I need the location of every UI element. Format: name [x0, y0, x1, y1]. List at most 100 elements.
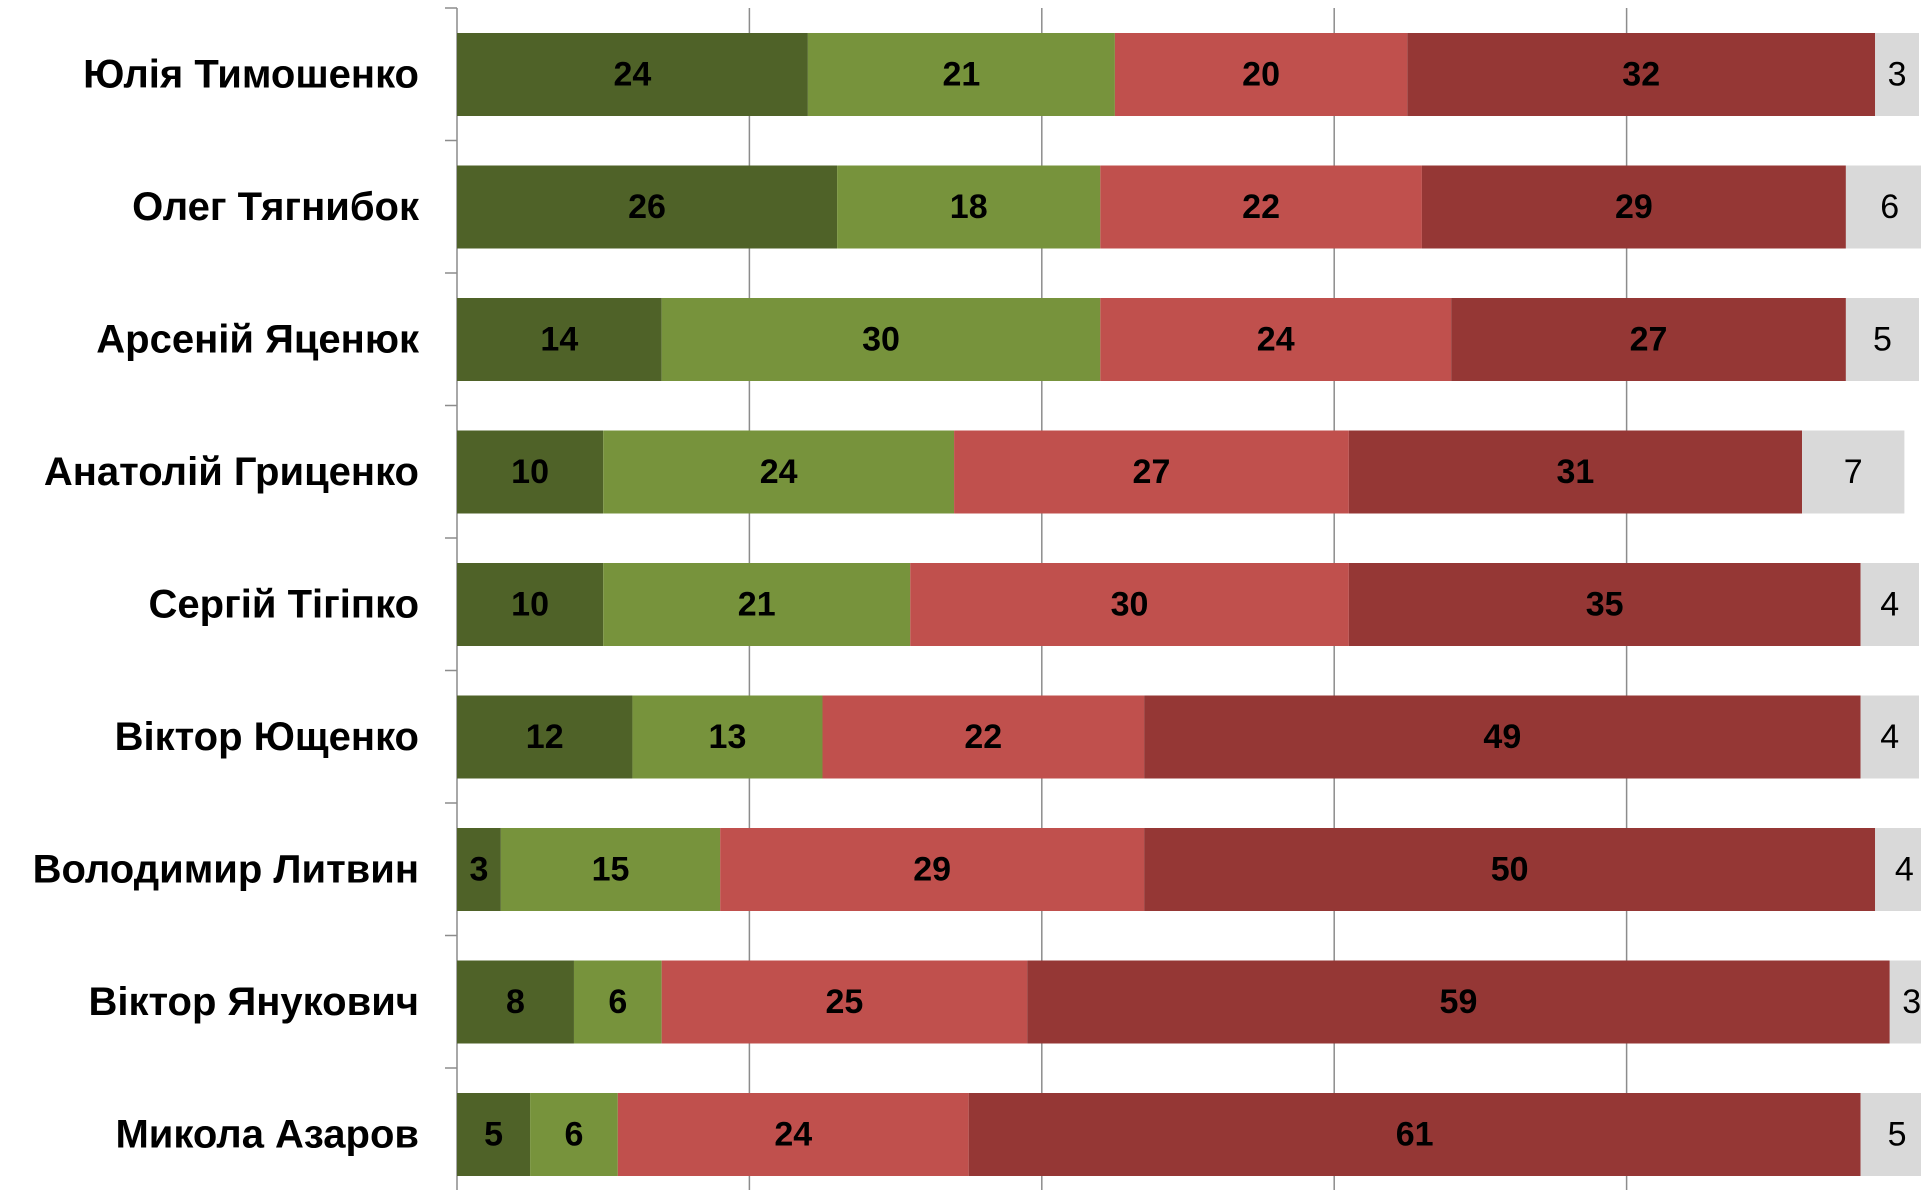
data-labels: 24 21 20 32 326 18 22 29 614 30 24 27 510 24 27 31 710 21… [469, 56, 1921, 1154]
bar-segment [1860, 563, 1919, 646]
data-label: 3 [1888, 56, 1907, 94]
data-label: 32 [1622, 56, 1660, 94]
data-label: 10 [511, 453, 549, 491]
data-label: 5 [1888, 1116, 1907, 1154]
data-label: 12 [526, 718, 564, 756]
data-label: 29 [1615, 188, 1653, 226]
data-label: 3 [469, 851, 488, 889]
bar-segment [573, 960, 662, 1044]
data-label: 20 [1242, 56, 1280, 94]
data-label: 27 [1133, 453, 1171, 491]
bar-segment [1407, 33, 1876, 116]
category-label: Сергій Тігіпко [149, 583, 419, 627]
bar-segment [1348, 430, 1803, 514]
bar-segment [661, 298, 1101, 381]
data-label: 24 [760, 453, 798, 491]
bar-segment [457, 33, 808, 116]
data-label: 27 [1630, 321, 1668, 359]
category-labels: Юлія Тимошенко Олег Тягнибок Арсеній Яценю… [33, 53, 420, 1157]
bar-segment [968, 1093, 1861, 1176]
category-label: Анатолій Гриценко [44, 450, 419, 494]
data-label: 4 [1880, 718, 1899, 756]
bar-segment [457, 695, 633, 779]
bar-segment [1845, 165, 1921, 249]
bar-segment [807, 33, 1115, 116]
bar-segment [457, 298, 662, 381]
bar-segment [1144, 695, 1861, 779]
data-label: 30 [862, 321, 900, 359]
bar-segment [457, 430, 604, 514]
category-label: Володимир Литвин [33, 848, 419, 892]
data-label: 6 [608, 983, 627, 1021]
data-label: 31 [1557, 453, 1595, 491]
bar-segment [1845, 298, 1919, 381]
data-label: 4 [1880, 586, 1899, 624]
data-label: 15 [592, 851, 630, 889]
data-label: 22 [964, 718, 1002, 756]
bar-segment [1875, 33, 1919, 116]
bar-segment [910, 563, 1349, 646]
bar-segment [457, 563, 604, 646]
data-label: 21 [738, 586, 776, 624]
bar-segment [1860, 1093, 1921, 1176]
data-label: 4 [1895, 851, 1914, 889]
bar-segment [457, 960, 574, 1044]
bar-segment [720, 828, 1145, 911]
category-label: Олег Тягнибок [132, 185, 420, 229]
data-label: 59 [1440, 983, 1478, 1021]
data-label: 30 [1111, 586, 1149, 624]
bar-segment [1348, 563, 1861, 646]
data-label: 14 [540, 321, 578, 359]
bar-segment [1114, 33, 1408, 116]
bar-segment [530, 1093, 618, 1176]
data-label: 6 [1880, 188, 1899, 226]
bar-segment [822, 695, 1145, 779]
category-label: Арсеній Яценюк [96, 318, 420, 362]
data-label: 5 [1873, 321, 1892, 359]
data-label: 21 [942, 56, 980, 94]
data-label: 49 [1483, 718, 1521, 756]
bar-segment [603, 430, 955, 514]
bar-segment [837, 165, 1101, 249]
data-label: 29 [913, 851, 951, 889]
bar-segment [457, 1093, 531, 1176]
data-label: 10 [511, 586, 549, 624]
category-label: Віктор Ющенко [115, 715, 419, 759]
data-label: 22 [1242, 188, 1280, 226]
bar-segment [1144, 828, 1876, 911]
bar-segment [617, 1093, 969, 1176]
bars [457, 33, 1921, 1176]
data-label: 26 [628, 188, 666, 226]
category-axis [445, 7, 458, 1190]
data-label: 18 [950, 188, 988, 226]
bar-segment [1802, 430, 1905, 514]
bar-segment [457, 165, 838, 249]
data-label: 13 [709, 718, 747, 756]
bar-segment [632, 695, 823, 779]
data-label: 25 [826, 983, 864, 1021]
data-label: 24 [614, 56, 652, 94]
data-label: 24 [774, 1116, 812, 1154]
bar-segment [1875, 828, 1921, 911]
bar-segment [1451, 298, 1846, 381]
data-label: 5 [484, 1116, 503, 1154]
bar-segment [1889, 960, 1921, 1044]
data-label: 50 [1491, 851, 1529, 889]
data-label: 24 [1257, 321, 1295, 359]
bar-segment [603, 563, 911, 646]
data-label: 35 [1586, 586, 1624, 624]
bar-segment [954, 430, 1349, 514]
bar-segment [457, 828, 501, 911]
data-label: 61 [1396, 1116, 1434, 1154]
category-label: Юлія Тимошенко [83, 53, 419, 97]
bar-segment [1860, 695, 1919, 779]
data-label: 8 [506, 983, 525, 1021]
bar-segment [1100, 298, 1452, 381]
bar-segment [1421, 165, 1846, 249]
data-label: 3 [1902, 983, 1921, 1021]
category-label: Віктор Янукович [88, 980, 419, 1024]
data-label: 6 [564, 1116, 583, 1154]
bar-segment [1027, 960, 1890, 1044]
